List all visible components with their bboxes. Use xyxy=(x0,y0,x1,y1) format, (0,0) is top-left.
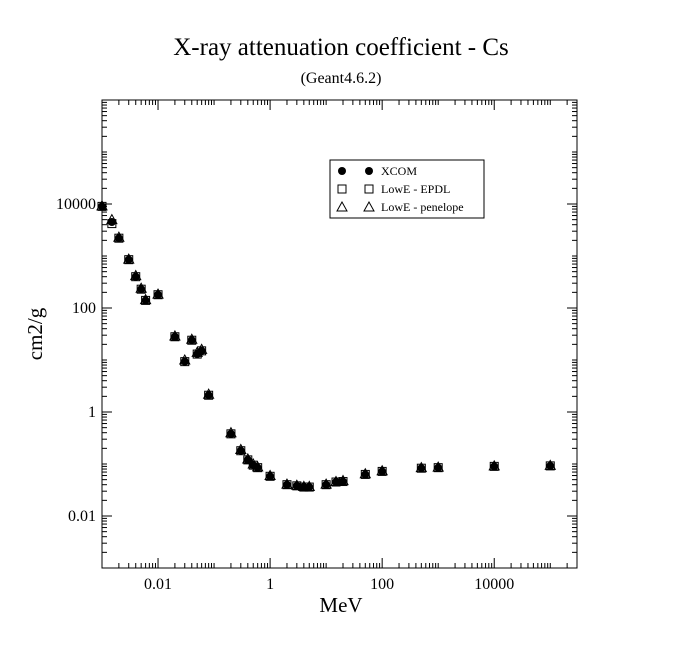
penelope-point xyxy=(337,474,349,486)
penelope-point xyxy=(247,457,260,469)
penelope-point xyxy=(303,480,316,491)
penelope-point xyxy=(415,461,428,473)
y-tick-label: 0.01 xyxy=(68,508,96,525)
legend-markers xyxy=(336,167,375,212)
chart-title: X-ray attenuation coefficient - Cs xyxy=(173,34,509,61)
legend-marker-epdl xyxy=(337,184,347,194)
data-points xyxy=(96,199,557,492)
epdl-point xyxy=(416,463,426,473)
penelope-point xyxy=(251,460,264,472)
penelope-point xyxy=(191,346,204,357)
penelope-point xyxy=(234,443,247,455)
penelope-point xyxy=(202,388,215,399)
penelope-point xyxy=(185,333,198,344)
axis-ticks xyxy=(101,100,578,569)
x-tick-label: 0.01 xyxy=(144,576,172,593)
legend-marker-penelope xyxy=(336,200,348,212)
penelope-point xyxy=(330,475,342,487)
legend-marker-penelope xyxy=(363,200,375,212)
x-tick-label: 100 xyxy=(370,576,394,593)
epdl-point xyxy=(360,469,370,479)
penelope-point xyxy=(488,459,501,471)
penelope-point xyxy=(178,353,191,365)
penelope-point xyxy=(139,293,152,305)
epdl-point xyxy=(124,255,134,265)
legend: XCOM LowE - EPDL LowE - penelope xyxy=(329,159,485,219)
penelope-point xyxy=(376,464,389,476)
epdl-point xyxy=(377,466,387,476)
legend-marker-xcom xyxy=(338,167,346,175)
epdl-point xyxy=(187,335,197,345)
legend-marker-xcom xyxy=(365,167,373,175)
y-axis-label: cm2/g xyxy=(23,307,47,360)
penelope-point xyxy=(281,478,293,489)
epdl-point xyxy=(265,471,275,481)
epdl-point xyxy=(204,390,214,400)
penelope-point xyxy=(290,479,303,490)
y-tick-label: 10000 xyxy=(56,196,96,213)
epdl-point xyxy=(114,233,124,243)
penelope-point xyxy=(320,478,332,489)
x-tick-label: 1 xyxy=(266,576,274,593)
x-axis-label: MeV xyxy=(319,593,362,617)
y-tick-label: 100 xyxy=(72,300,96,317)
penelope-point xyxy=(544,459,557,470)
penelope-point xyxy=(359,467,372,479)
penelope-point xyxy=(135,282,148,293)
tick-labels: 0.01 1 100 10000 0.01 1 100 10000 xyxy=(56,196,514,593)
penelope-point xyxy=(225,426,237,438)
penelope-point xyxy=(432,461,445,472)
epdl-point xyxy=(433,463,443,473)
epdl-point xyxy=(153,290,163,300)
legend-label-penelope: LowE - penelope xyxy=(381,200,464,214)
epdl-point xyxy=(131,272,141,282)
penelope-point xyxy=(152,288,164,299)
epdl-point xyxy=(170,332,180,342)
epdl-point xyxy=(304,482,314,492)
legend-label-xcom: XCOM xyxy=(381,164,417,178)
legend-label-epdl: LowE - EPDL xyxy=(381,182,450,196)
legend-box xyxy=(329,159,485,219)
epdl-point xyxy=(299,482,309,492)
x-tick-label: 10000 xyxy=(474,576,514,593)
y-tick-label: 1 xyxy=(88,404,96,421)
epdl-point xyxy=(141,295,151,305)
penelope-point xyxy=(169,329,181,341)
penelope-point xyxy=(106,213,118,225)
plot-frame xyxy=(101,99,578,569)
penelope-point xyxy=(241,452,254,464)
penelope-point xyxy=(129,269,142,281)
epdl-point xyxy=(136,284,146,294)
penelope-point xyxy=(96,199,108,211)
epdl-point xyxy=(243,455,253,465)
penelope-point xyxy=(113,231,125,242)
penelope-point xyxy=(122,253,135,264)
legend-marker-epdl xyxy=(364,184,374,194)
penelope-point xyxy=(195,343,208,354)
epdl-point xyxy=(226,429,236,439)
chart-subtitle: (Geant4.6.2) xyxy=(301,70,382,87)
penelope-point xyxy=(264,469,276,481)
epdl-point xyxy=(321,480,331,490)
epdl-point xyxy=(282,480,292,490)
